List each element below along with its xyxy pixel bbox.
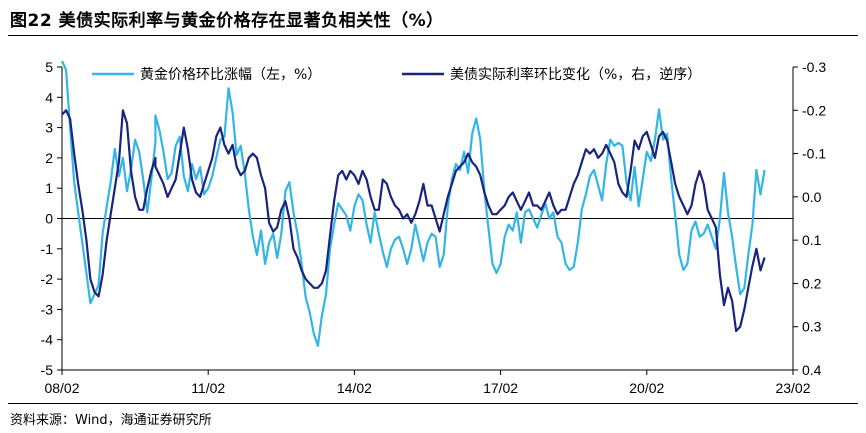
- x-axis-tick-label: 14/02: [337, 380, 372, 396]
- right-axis-tick-label: -0.1: [802, 146, 826, 162]
- chart-legend: 黄金价格环比涨幅（左，%） 美债实际利率环比变化（%，右，逆序）: [92, 66, 701, 83]
- series-line-real-rate: [61, 109, 766, 333]
- legend-label-gold-price: 黄金价格环比涨幅（左，%）: [140, 66, 321, 83]
- series-line-gold-price: [60, 60, 766, 347]
- left-axis-tick-label: 2: [45, 150, 53, 166]
- source-note: 资料来源：Wind，海通证券研究所: [10, 413, 212, 428]
- left-axis-tick-label: -3: [41, 301, 54, 317]
- x-axis-tick-label: 23/02: [775, 380, 810, 396]
- left-axis-tick-label: -1: [41, 241, 54, 257]
- right-axis-tick-label: 0.0: [802, 189, 822, 205]
- left-axis-tick-label: 3: [45, 120, 53, 136]
- left-axis-tick-label: 1: [45, 180, 53, 196]
- right-axis-tick-label: 0.3: [802, 319, 822, 335]
- left-axis-tick-label: 4: [45, 89, 53, 105]
- chart-axes: -5 -4 -3 -2 -1 0 1 2 3 4 5 -0.3 -0.2 -0.1 0.0 0.1 0.2 0.3…: [41, 59, 827, 396]
- chart-series: [60, 60, 766, 347]
- right-axis-tick-label: -0.2: [802, 102, 826, 118]
- left-axis-tick-label: -5: [41, 362, 54, 378]
- right-axis-tick-label: 0.4: [802, 362, 822, 378]
- source-rule: [8, 403, 858, 404]
- left-axis-tick-label: -4: [41, 332, 54, 348]
- x-axis-tick-label: 20/02: [629, 380, 664, 396]
- right-axis-tick-label: 0.1: [802, 232, 822, 248]
- x-axis-tick-label: 11/02: [191, 380, 225, 396]
- left-axis-tick-label: -2: [41, 271, 54, 287]
- chart-title: 图22 美债实际利率与黄金价格存在显著负相关性（%）: [10, 11, 444, 31]
- right-axis-tick-label: 0.2: [802, 275, 822, 291]
- left-axis-tick-label: 5: [45, 59, 53, 75]
- legend-label-real-rate: 美债实际利率环比变化（%，右，逆序）: [450, 66, 701, 83]
- right-axis-tick-label: -0.3: [802, 59, 826, 75]
- x-axis-tick-label: 17/02: [483, 380, 518, 396]
- title-rule: [8, 35, 858, 36]
- left-axis-tick-label: 0: [45, 211, 53, 227]
- x-axis-tick-label: 08/02: [44, 380, 79, 396]
- dual-axis-line-chart: -5 -4 -3 -2 -1 0 1 2 3 4 5 -0.3 -0.2 -0.1 0.0 0.1 0.2 0.3…: [41, 59, 827, 396]
